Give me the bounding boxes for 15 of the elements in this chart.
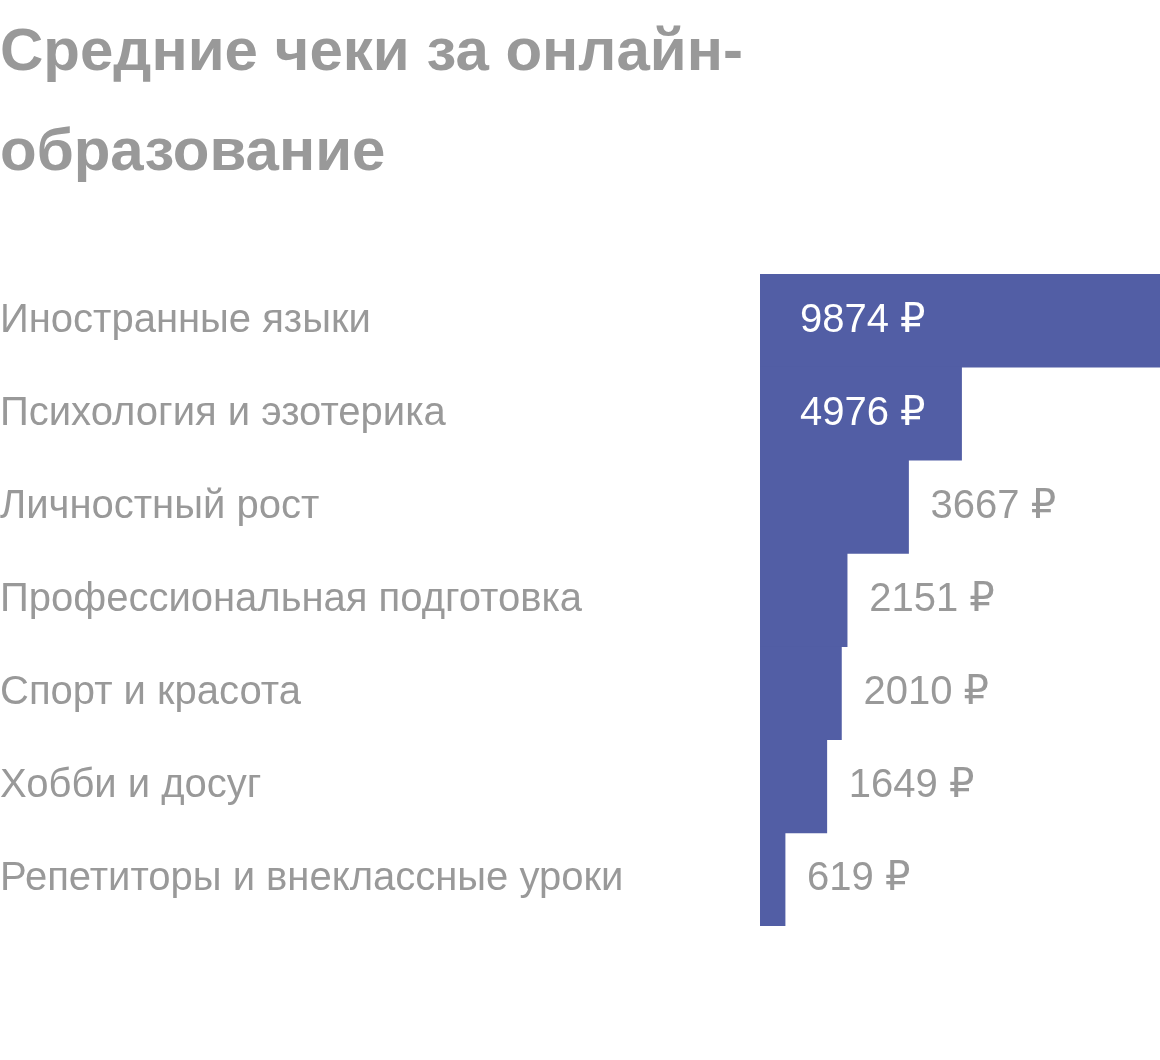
data-label: 619 ₽ <box>807 854 911 899</box>
y-tick-label: Иностранные языки <box>0 295 371 340</box>
data-label: 9874 ₽ <box>800 295 926 340</box>
data-label: 1649 ₽ <box>848 761 975 806</box>
y-tick-label: Личностный рост <box>0 481 320 526</box>
data-label: 2151 ₽ <box>869 575 995 620</box>
data-label: 4976 ₽ <box>800 388 926 433</box>
y-tick-label: Профессиональная подготовка <box>0 575 583 620</box>
data-label: 3667 ₽ <box>930 481 1057 526</box>
y-tick-label: Репетиторы и внеклассные уроки <box>0 854 624 899</box>
y-tick-label: Хобби и досуг <box>0 761 262 806</box>
chart-title: Средние чеки за онлайн-образование <box>0 15 744 185</box>
data-label: 2010 ₽ <box>863 668 989 713</box>
y-tick-label: Психология и эзотерика <box>0 388 447 433</box>
y-tick-label: Спорт и красота <box>0 668 302 713</box>
